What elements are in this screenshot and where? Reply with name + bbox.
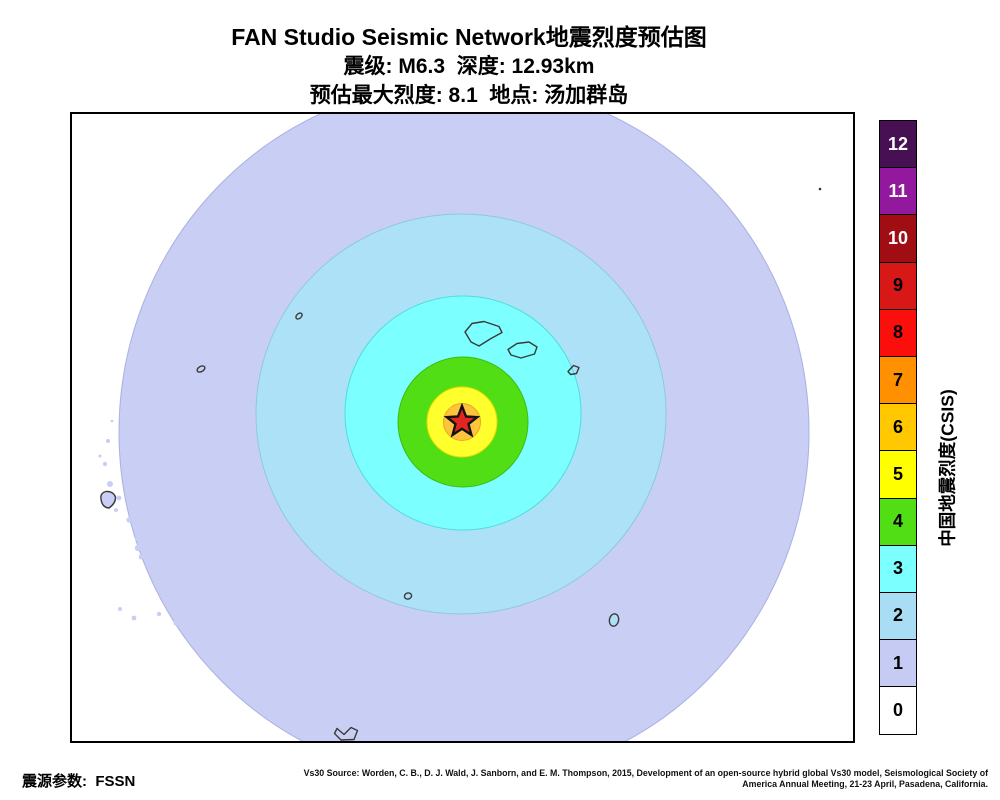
island-outlines (100, 187, 822, 741)
colorbar-cell-6: 6 (880, 404, 916, 452)
islet-dot-northeast (818, 187, 822, 191)
island-outline-tiny-east (567, 364, 580, 376)
vs30-credit-line1: Vs30 Source: Worden, C. B., D. J. Wald, … (303, 768, 988, 778)
colorbar-cell-10: 10 (880, 215, 916, 263)
title-maxintensity-location-line: 预估最大烈度: 8.1 地点: 汤加群岛 (309, 84, 629, 107)
colorbar-cell-5: 5 (880, 451, 916, 499)
colorbar-cell-1: 1 (880, 640, 916, 688)
island-outline-north (295, 312, 303, 320)
colorbar-cell-12: 12 (880, 121, 916, 169)
island-outline-west (196, 365, 206, 373)
island-outline-far-west (100, 490, 117, 509)
epicenter-star (443, 402, 481, 438)
title-magnitude-depth-line: 震级: M6.3 深度: 12.93km (343, 55, 595, 78)
source-parameters-label: 震源参数: FSSN (22, 773, 136, 790)
island-outline-elongated (507, 341, 538, 359)
island-outline-large (464, 320, 503, 347)
colorbar-scale: 12 11 10 9 8 7 6 5 4 3 2 1 0 (879, 120, 917, 736)
island-outline-bottom-hook (333, 726, 359, 741)
colorbar-cell-3: 3 (880, 545, 916, 593)
colorbar-cell-11: 11 (880, 168, 916, 216)
colorbar-cell-9: 9 (880, 262, 916, 310)
island-outline-southeast (608, 613, 620, 627)
title-network-line: FAN Studio Seismic Network地震烈度预估图 (231, 24, 707, 50)
colorbar-cell-8: 8 (880, 309, 916, 357)
intensity-map-svg (98, 114, 822, 741)
island-outline-south (403, 592, 413, 600)
colorbar-cell-0: 0 (880, 687, 916, 735)
colorbar-cell-4: 4 (880, 498, 916, 546)
figure-title: FAN Studio Seismic Network地震烈度预估图 震级: M6… (0, 22, 938, 110)
intensity-map (70, 112, 855, 743)
vs30-credit: Vs30 Source: Worden, C. B., D. J. Wald, … (198, 768, 988, 790)
colorbar-cell-2: 2 (880, 592, 916, 641)
colorbar-cell-7: 7 (880, 356, 916, 405)
vs30-credit-line2: America Annual Meeting, 21-23 April, Pas… (742, 779, 988, 789)
colorbar-axis-label: 中国地震烈度(CSIS) (937, 389, 958, 547)
islet-speckles (98, 419, 194, 643)
